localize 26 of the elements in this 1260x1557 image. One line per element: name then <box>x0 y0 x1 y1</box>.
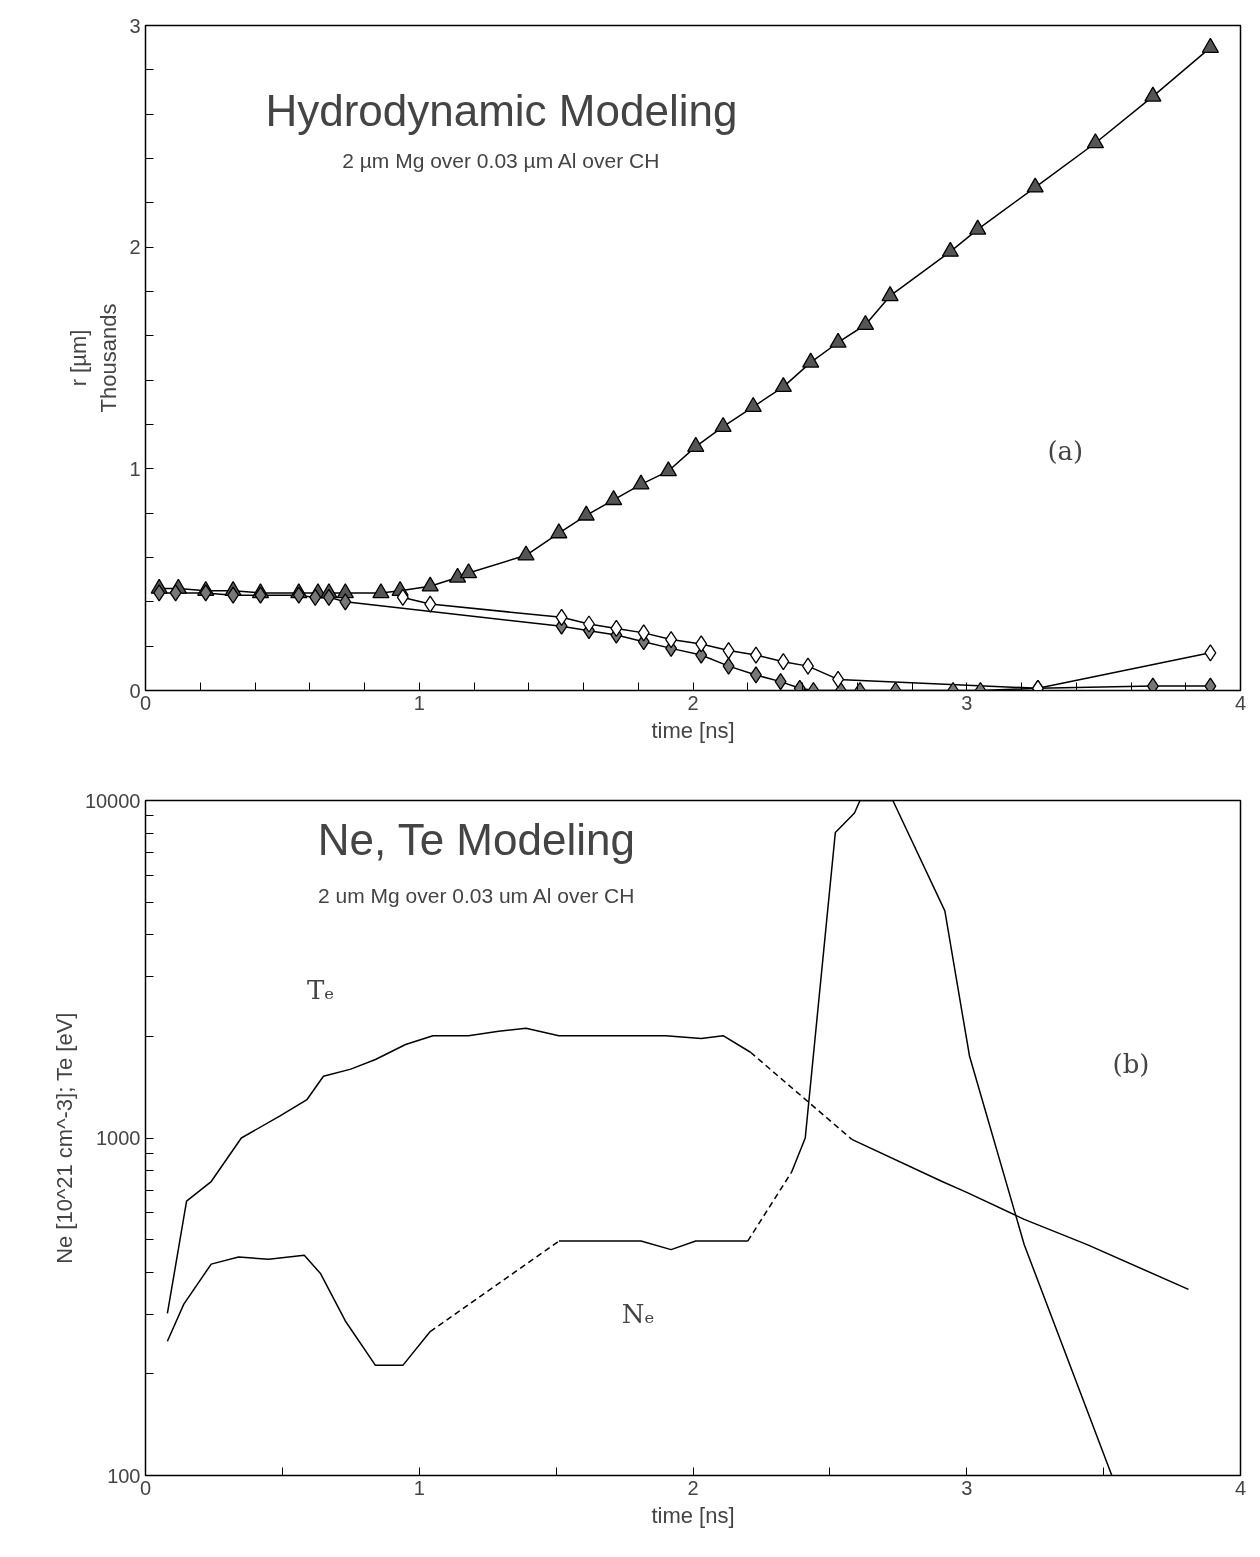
annotation: Tₑ <box>307 974 335 1005</box>
x-tick-label: 2 <box>687 691 699 714</box>
x-tick-label: 4 <box>1234 691 1247 714</box>
annotation: (a) <box>1047 436 1084 467</box>
y-axis-title: Ne [10^21 cm^-3]; Te [eV] <box>51 1012 77 1264</box>
y-tick-label: 3 <box>129 14 141 37</box>
y-axis-title: r [µm] Thousands <box>66 303 122 413</box>
y-tick-label: 2 <box>129 236 141 259</box>
x-axis-title: time [ns] <box>651 1502 735 1528</box>
y-tick-label: 10000 <box>84 789 141 812</box>
x-tick-label: 3 <box>961 691 973 714</box>
annotation: Nₑ <box>621 1298 655 1329</box>
x-tick-label: 3 <box>961 1476 973 1499</box>
text: Hydrodynamic Modeling <box>265 85 738 135</box>
x-axis-title: time [ns] <box>651 717 735 743</box>
x-tick-label: 2 <box>687 1476 699 1499</box>
text: 2 µm Mg over 0.03 µm Al over CH <box>342 148 660 172</box>
chart-title: Ne, Te Modeling <box>317 815 635 865</box>
y-tick-label: 1000 <box>96 1127 141 1149</box>
y-tick-label: 1 <box>129 457 141 480</box>
x-tick-label: 1 <box>413 691 425 714</box>
text: 2 um Mg over 0.03 um Al over CH <box>318 884 635 908</box>
x-tick-label: 4 <box>1234 1476 1247 1499</box>
x-tick-label: 1 <box>413 1476 425 1499</box>
annotation: (b) <box>1112 1048 1150 1079</box>
y-tick-label: 100 <box>107 1464 141 1487</box>
